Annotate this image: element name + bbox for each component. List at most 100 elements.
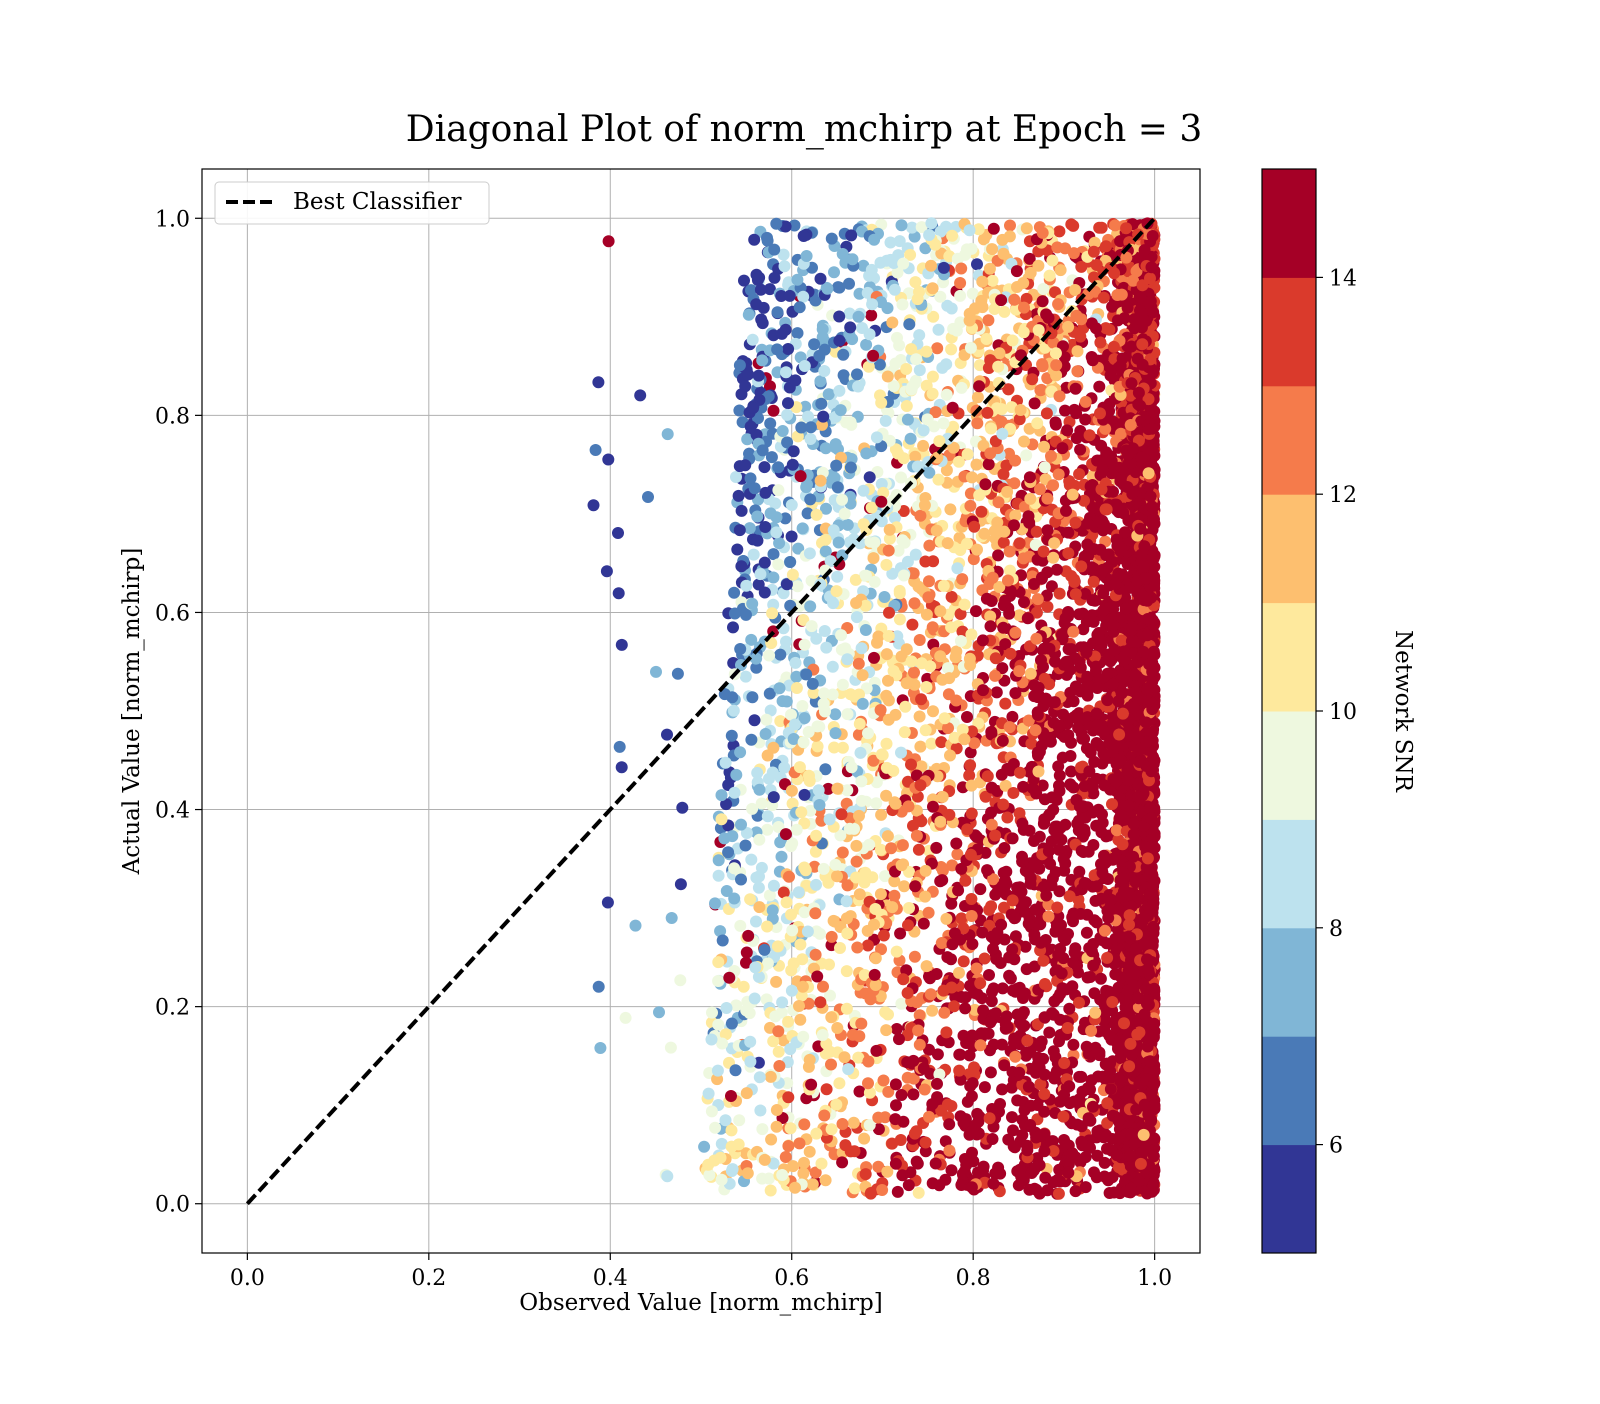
scatter-point [992,549,1004,561]
scatter-point [974,977,986,989]
scatter-point [864,328,876,340]
scatter-point [914,711,926,723]
scatter-point [756,1123,768,1135]
scatter-point [761,824,773,836]
scatter-point [899,726,911,738]
scatter-point [1018,302,1030,314]
scatter-point [903,1179,915,1191]
scatter-point [1018,552,1030,564]
scatter-point [941,389,953,401]
scatter-point [1015,1010,1027,1022]
scatter-point [890,1099,902,1111]
scatter-point [853,658,865,670]
scatter-point [831,571,843,583]
scatter-point [771,1104,783,1116]
scatter-point [763,650,775,662]
scatter-point [966,243,978,255]
scatter-point [932,1048,944,1060]
scatter-point [875,809,887,821]
scatter-point [614,741,626,753]
scatter-point [1087,1101,1099,1113]
scatter-point [1071,1119,1083,1131]
scatter-point [868,552,880,564]
scatter-point [613,587,625,599]
scatter-point [1053,1188,1065,1200]
scatter-point [833,1077,845,1089]
scatter-point [837,1118,849,1130]
scatter-point [742,1167,754,1179]
scatter-point [959,599,971,611]
scatter-point [738,981,750,993]
scatter-point [720,1114,732,1126]
scatter-point [836,808,848,820]
scatter-point [743,309,755,321]
scatter-point [1028,835,1040,847]
scatter-point [865,309,877,321]
scatter-point [756,1173,768,1185]
scatter-point [780,366,792,378]
scatter-point [933,1179,945,1191]
scatter-point [1050,416,1062,428]
scatter-point [826,1123,838,1135]
scatter-point [815,398,827,410]
scatter-point [746,691,758,703]
scatter-point [1019,1104,1031,1116]
scatter-point [920,1137,932,1149]
scatter-point [1037,283,1049,295]
scatter-point [1069,947,1081,959]
scatter-point [782,1091,794,1103]
scatter-point [881,738,893,750]
scatter-point [885,842,897,854]
scatter-point [970,605,982,617]
scatter-point [913,581,925,593]
scatter-point [1023,918,1035,930]
scatter-point [914,510,926,522]
scatter-point [954,277,966,289]
scatter-point [923,971,935,983]
scatter-point [776,328,788,340]
scatter-point [1080,396,1092,408]
scatter-point [1020,449,1032,461]
scatter-point [796,953,808,965]
scatter-point [814,928,826,940]
scatter-point [792,327,804,339]
scatter-point [971,459,983,471]
scatter-point [602,897,614,909]
scatter-point [767,767,779,779]
scatter-point [870,797,882,809]
scatter-point [1044,270,1056,282]
scatter-point [966,808,978,820]
scatter-point [1055,264,1067,276]
scatter-point [1085,747,1097,759]
scatter-point [772,461,784,473]
scatter-point [833,311,845,323]
scatter-point [891,946,903,958]
scatter-point [746,803,758,815]
scatter-point [733,1114,745,1126]
scatter-point [909,951,921,963]
scatter-point [918,918,930,930]
scatter-point [824,813,836,825]
scatter-point [923,575,935,587]
scatter-point [750,872,762,884]
scatter-point [727,621,739,633]
scatter-point [982,314,994,326]
scatter-point [779,260,791,272]
scatter-point [612,527,624,539]
scatter-point [1032,593,1044,605]
scatter-point [799,906,811,918]
scatter-point [1006,1111,1018,1123]
scatter-point [895,1134,907,1146]
scatter-point [983,458,995,470]
scatter-point [785,840,797,852]
scatter-point [860,339,872,351]
scatter-point [971,258,983,270]
scatter-point [1071,365,1083,377]
scatter-point [713,870,725,882]
scatter-point [741,947,753,959]
scatter-point [776,851,788,863]
scatter-point [740,671,752,683]
scatter-point [870,1045,882,1057]
scatter-point [841,965,853,977]
scatter-points [588,217,1161,1200]
